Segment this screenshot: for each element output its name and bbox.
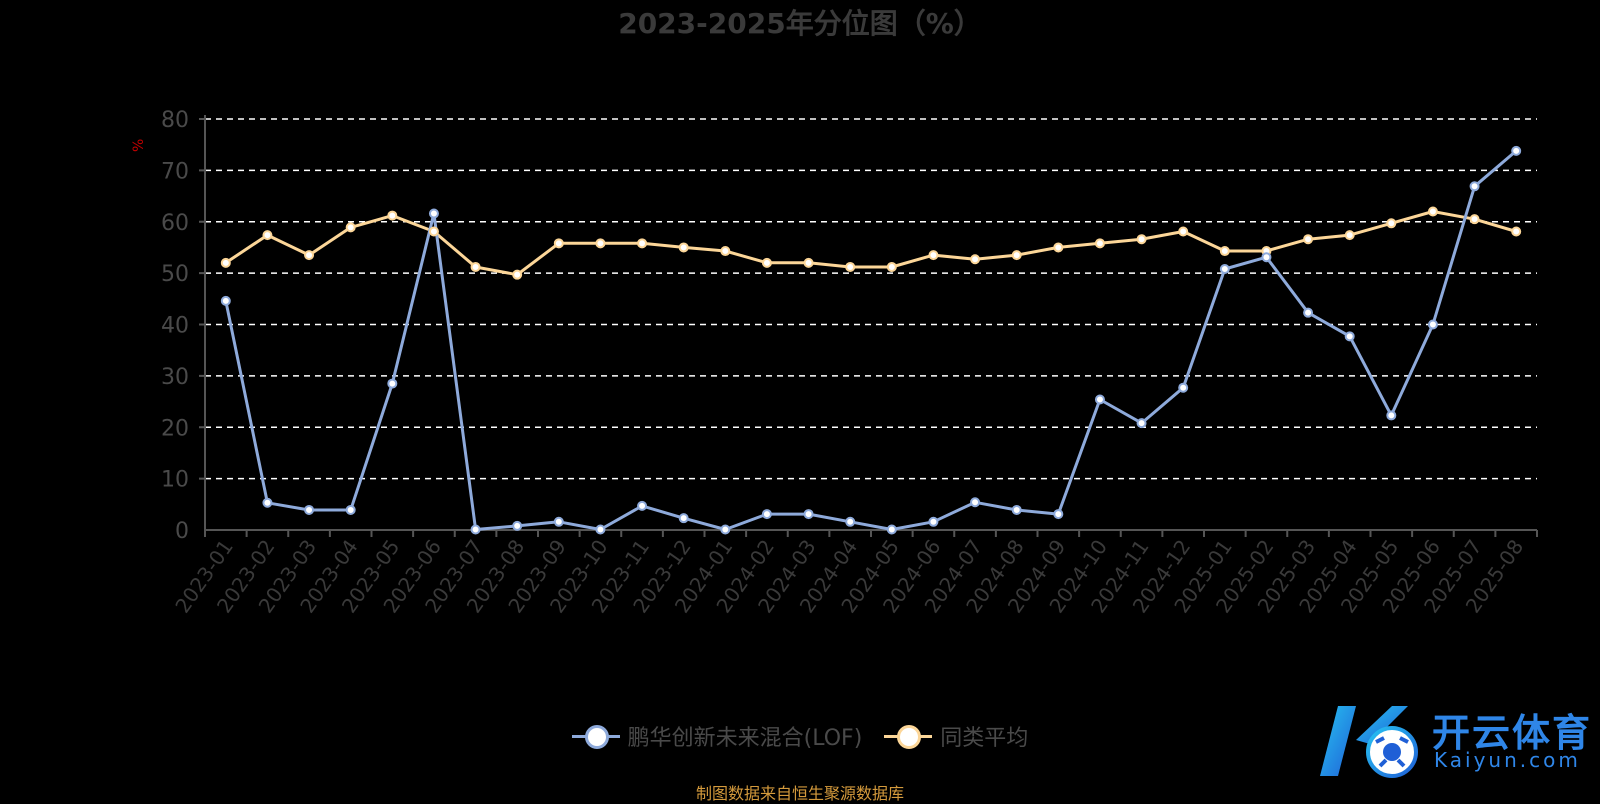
data-point-fund-2023-12 bbox=[678, 513, 689, 524]
data-point-fund-2025-04 bbox=[1344, 331, 1355, 342]
legend-swatch-average bbox=[884, 724, 933, 749]
data-point-average-2025-06 bbox=[1427, 206, 1438, 217]
data-point-fund-2023-01 bbox=[220, 295, 231, 306]
y-tick-label-80: 80 bbox=[161, 108, 189, 133]
data-point-average-2025-05 bbox=[1386, 218, 1397, 229]
legend: 鹏华创新未来混合(LOF) 同类平均 bbox=[0, 720, 1600, 752]
data-point-average-2024-04 bbox=[845, 261, 856, 272]
data-point-fund-2023-07 bbox=[470, 524, 481, 535]
data-point-average-2024-05 bbox=[886, 261, 897, 272]
y-tick-label-0: 0 bbox=[175, 519, 189, 544]
data-point-average-2023-03 bbox=[304, 250, 315, 261]
data-point-fund-2024-10 bbox=[1094, 394, 1105, 405]
watermark-logo: 开云体育 Kaiyun.com bbox=[1316, 700, 1596, 782]
data-point-fund-2024-12 bbox=[1178, 382, 1189, 393]
data-point-average-2023-09 bbox=[553, 238, 564, 249]
watermark-url-text: Kaiyun.com bbox=[1434, 748, 1581, 772]
data-point-fund-2024-09 bbox=[1053, 509, 1064, 520]
data-point-fund-2024-08 bbox=[1011, 504, 1022, 515]
legend-swatch-fund bbox=[571, 724, 620, 749]
y-tick-label-40: 40 bbox=[161, 314, 189, 339]
y-tick-label-10: 10 bbox=[161, 468, 189, 493]
kaiyun-logo-icon bbox=[1320, 706, 1418, 778]
data-point-fund-2023-02 bbox=[262, 497, 273, 508]
y-tick-label-50: 50 bbox=[161, 262, 189, 287]
data-point-fund-2024-04 bbox=[845, 516, 856, 527]
data-point-average-2023-01 bbox=[220, 257, 231, 268]
data-point-average-2024-06 bbox=[928, 250, 939, 261]
data-point-average-2025-03 bbox=[1303, 234, 1314, 245]
data-point-average-2023-12 bbox=[678, 242, 689, 253]
data-point-average-2025-07 bbox=[1469, 214, 1480, 225]
data-point-average-2023-11 bbox=[637, 238, 648, 249]
data-point-average-2023-05 bbox=[387, 210, 398, 221]
data-point-fund-2024-06 bbox=[928, 516, 939, 527]
data-point-fund-2023-09 bbox=[553, 516, 564, 527]
data-point-fund-2024-01 bbox=[720, 524, 731, 535]
data-point-fund-2023-08 bbox=[512, 520, 523, 531]
data-point-fund-2023-11 bbox=[637, 500, 648, 511]
data-point-average-2024-03 bbox=[803, 257, 814, 268]
series-line-fund bbox=[224, 149, 1518, 531]
watermark-brand-text: 开云体育 bbox=[1432, 711, 1593, 755]
data-point-average-2023-04 bbox=[345, 222, 356, 233]
data-point-fund-2025-07 bbox=[1469, 181, 1480, 192]
data-point-fund-2023-05 bbox=[387, 378, 398, 389]
chart-title: 2023-2025年分位图（%） bbox=[618, 7, 982, 40]
data-point-fund-2025-06 bbox=[1427, 319, 1438, 330]
data-point-fund-2023-03 bbox=[304, 504, 315, 515]
data-point-average-2025-04 bbox=[1344, 230, 1355, 241]
data-point-average-2024-02 bbox=[761, 257, 772, 268]
data-point-average-2024-10 bbox=[1094, 238, 1105, 249]
data-point-average-2024-11 bbox=[1136, 234, 1147, 245]
legend-label-fund: 鹏华创新未来混合(LOF) bbox=[627, 726, 863, 751]
data-point-average-2024-09 bbox=[1053, 242, 1064, 253]
data-point-average-2025-01 bbox=[1219, 246, 1230, 257]
legend-item-fund[interactable]: 鹏华创新未来混合(LOF) bbox=[571, 720, 863, 752]
y-tick-label-60: 60 bbox=[161, 211, 189, 236]
data-point-fund-2024-03 bbox=[803, 509, 814, 520]
data-source-note: 制图数据来自恒生聚源数据库 bbox=[695, 784, 904, 803]
data-point-average-2023-06 bbox=[428, 226, 439, 237]
data-point-fund-2023-10 bbox=[595, 524, 606, 535]
data-point-average-2023-10 bbox=[595, 238, 606, 249]
data-point-average-2023-08 bbox=[512, 269, 523, 280]
data-point-average-2024-07 bbox=[970, 254, 981, 265]
data-point-fund-2023-06 bbox=[428, 208, 439, 219]
data-point-fund-2025-03 bbox=[1303, 307, 1314, 318]
data-point-fund-2024-11 bbox=[1136, 418, 1147, 429]
data-point-average-2024-12 bbox=[1178, 226, 1189, 237]
data-point-average-2023-02 bbox=[262, 230, 273, 241]
y-tick-label-70: 70 bbox=[161, 159, 189, 184]
y-tick-label-20: 20 bbox=[161, 416, 189, 441]
data-point-fund-2023-04 bbox=[345, 504, 356, 515]
legend-label-average: 同类平均 bbox=[940, 726, 1029, 751]
data-point-fund-2024-02 bbox=[761, 509, 772, 520]
series-line-average bbox=[224, 210, 1517, 277]
data-point-fund-2025-02 bbox=[1261, 252, 1272, 263]
data-point-fund-2024-07 bbox=[970, 497, 981, 508]
data-point-fund-2025-05 bbox=[1386, 410, 1397, 421]
legend-item-average[interactable]: 同类平均 bbox=[884, 720, 1028, 752]
y-tick-label-30: 30 bbox=[161, 365, 189, 390]
data-point-fund-2025-08 bbox=[1511, 145, 1522, 156]
data-point-average-2024-08 bbox=[1011, 250, 1022, 261]
data-point-fund-2025-01 bbox=[1219, 264, 1230, 275]
data-point-fund-2024-05 bbox=[886, 524, 897, 535]
data-point-average-2024-01 bbox=[720, 246, 731, 257]
data-point-average-2023-07 bbox=[470, 261, 481, 272]
data-point-average-2025-08 bbox=[1511, 226, 1522, 237]
